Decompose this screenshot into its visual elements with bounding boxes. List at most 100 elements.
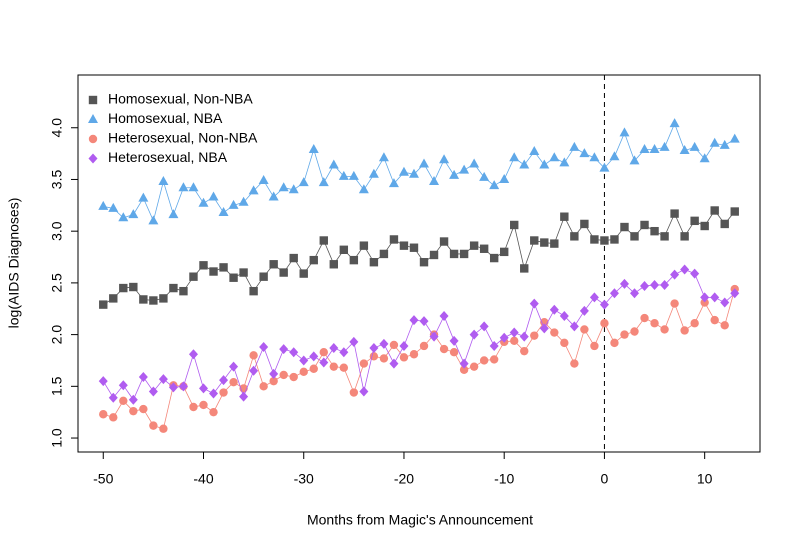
marker [249, 365, 259, 376]
marker [239, 268, 248, 277]
marker [630, 232, 639, 241]
marker [359, 386, 369, 397]
marker [499, 173, 510, 183]
marker [299, 269, 308, 278]
marker [610, 235, 619, 244]
marker [590, 341, 599, 351]
marker [720, 297, 730, 308]
marker [198, 383, 208, 394]
marker [419, 158, 430, 168]
marker [359, 241, 369, 250]
marker [530, 331, 539, 340]
marker [489, 340, 499, 351]
marker [188, 182, 199, 192]
marker [670, 209, 679, 218]
marker [580, 325, 589, 334]
marker [589, 292, 599, 303]
marker [349, 336, 359, 347]
marker [550, 328, 559, 337]
marker [239, 391, 249, 402]
marker [579, 148, 590, 158]
y-axis-label: log(AIDS Diagnoses) [6, 198, 22, 329]
marker [429, 250, 439, 260]
marker [569, 141, 580, 151]
marker [509, 327, 519, 338]
marker [149, 421, 158, 430]
marker [218, 207, 229, 217]
marker [469, 158, 480, 168]
marker [669, 118, 680, 128]
marker [709, 137, 720, 147]
x-tick-label: -20 [394, 471, 414, 487]
marker [188, 349, 198, 360]
marker [730, 288, 740, 299]
marker [620, 222, 629, 232]
marker [279, 344, 289, 355]
marker [269, 376, 278, 386]
marker [539, 323, 549, 334]
marker [449, 347, 459, 357]
marker [660, 232, 669, 241]
marker [479, 321, 489, 332]
marker [700, 298, 709, 307]
marker [489, 355, 499, 364]
marker [329, 260, 339, 269]
marker [369, 343, 379, 354]
marker [128, 209, 139, 219]
marker [309, 364, 318, 373]
marker [379, 249, 389, 259]
marker [439, 154, 450, 164]
marker [129, 282, 138, 292]
marker [690, 216, 699, 226]
marker [349, 255, 359, 265]
marker [119, 283, 128, 293]
marker [519, 331, 529, 342]
marker [599, 162, 610, 172]
marker [609, 288, 619, 299]
marker [299, 367, 308, 377]
marker [469, 241, 479, 250]
marker [619, 278, 629, 289]
marker [540, 238, 549, 247]
marker [719, 139, 730, 149]
marker [339, 347, 349, 358]
marker [409, 243, 419, 252]
marker [348, 170, 359, 180]
marker [419, 258, 429, 267]
marker [469, 329, 479, 340]
marker [660, 279, 670, 290]
marker [99, 410, 108, 419]
marker [219, 263, 228, 272]
marker [319, 357, 329, 368]
marker [98, 376, 108, 387]
marker [610, 338, 619, 348]
marker [298, 177, 309, 187]
marker [549, 152, 560, 162]
marker [289, 253, 298, 263]
marker [670, 269, 680, 280]
marker [259, 342, 269, 353]
marker [529, 146, 540, 156]
marker [299, 355, 309, 366]
marker [549, 304, 559, 315]
x-tick-label: 0 [601, 471, 609, 487]
marker [469, 362, 479, 371]
legend-label: Heterosexual, Non-NBA [108, 130, 258, 146]
marker [119, 396, 128, 406]
marker [630, 327, 639, 336]
marker [670, 299, 679, 308]
marker [489, 253, 499, 263]
marker [640, 313, 649, 323]
marker [139, 404, 148, 414]
x-axis-label: Months from Magic's Announcement [307, 512, 533, 528]
marker [209, 388, 219, 399]
y-tick-label: 4.0 [49, 118, 65, 138]
marker [569, 321, 579, 332]
marker [399, 353, 409, 362]
marker [729, 133, 740, 143]
series-line [103, 209, 736, 305]
y-tick-label: 2.0 [49, 325, 65, 345]
marker [650, 279, 660, 290]
marker [570, 359, 579, 368]
